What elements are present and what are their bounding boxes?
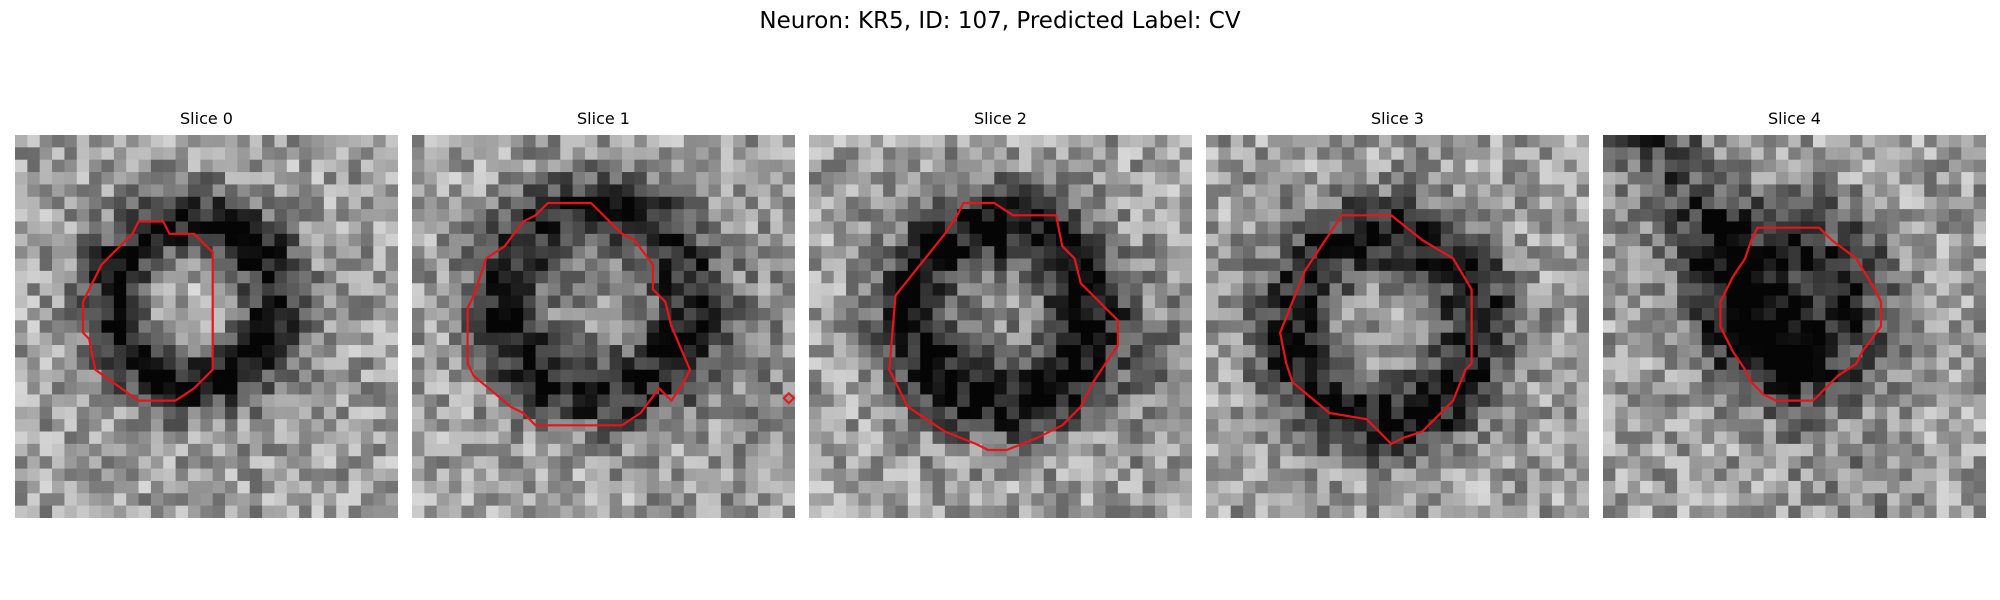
- microscopy-image: [412, 135, 795, 518]
- slice-title: Slice 4: [1768, 109, 1821, 128]
- roi-contour: [1719, 226, 1883, 402]
- microscopy-image: [15, 135, 398, 518]
- slice-panel: Slice 0: [15, 109, 398, 518]
- roi-contour-fragment: [782, 391, 795, 405]
- microscopy-image: [809, 135, 1192, 518]
- roi-contour: [888, 201, 1119, 452]
- microscopy-image: [1206, 135, 1589, 518]
- slice-title: Slice 0: [180, 109, 233, 128]
- roi-contour: [466, 201, 692, 427]
- slice-panel: Slice 3: [1206, 109, 1589, 518]
- roi-contour: [1278, 214, 1473, 445]
- figure-title: Neuron: KR5, ID: 107, Predicted Label: C…: [759, 8, 1241, 34]
- slice-title: Slice 2: [974, 109, 1027, 128]
- slice-title: Slice 1: [577, 109, 630, 128]
- microscopy-image: [1603, 135, 1986, 518]
- slice-panel: Slice 4: [1603, 109, 1986, 518]
- slice-panel: Slice 1: [412, 109, 795, 518]
- slice-title: Slice 3: [1371, 109, 1424, 128]
- slice-panel: Slice 2: [809, 109, 1192, 518]
- roi-contour: [81, 220, 214, 402]
